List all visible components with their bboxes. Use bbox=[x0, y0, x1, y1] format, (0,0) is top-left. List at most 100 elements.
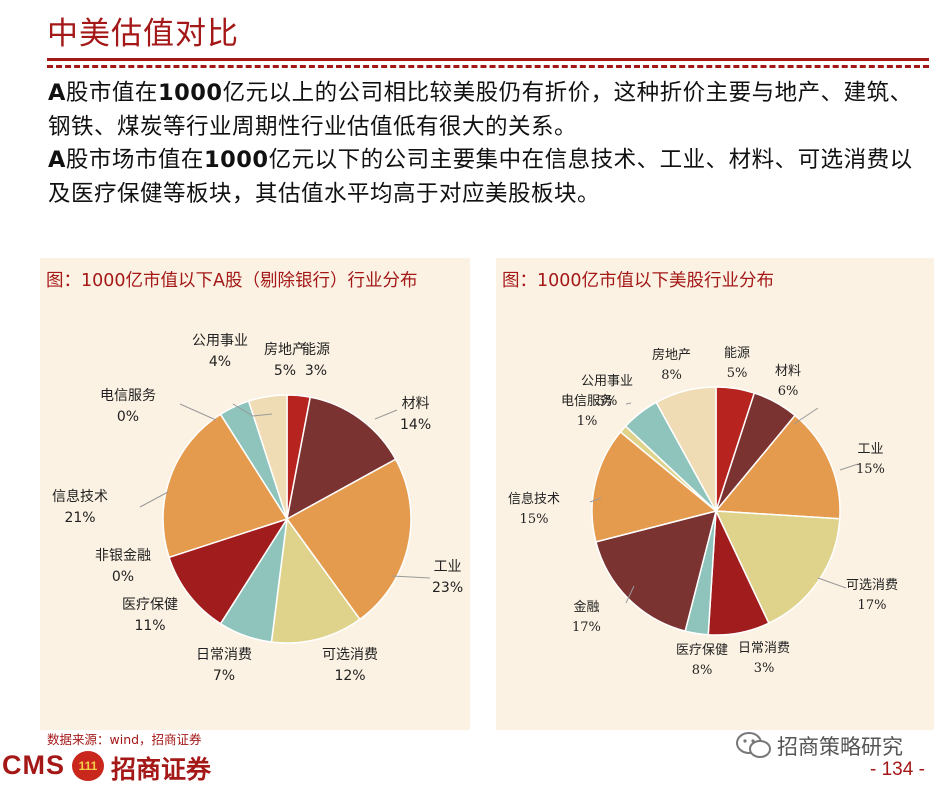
pie2-val-telecom: 1% bbox=[576, 414, 598, 429]
pie2-label-utilities: 公用事业 5% bbox=[581, 372, 633, 412]
pie2-slice-2 bbox=[714, 414, 841, 520]
pie2-label-it: 信息技术 15% bbox=[508, 490, 560, 530]
pie2-label-industrials: 工业 15% bbox=[856, 440, 885, 480]
pie2-cat-discretionary: 可选消费 bbox=[846, 578, 899, 593]
pie-chart-a-share bbox=[139, 394, 431, 644]
pie1-cat-industrials: 工业 bbox=[433, 559, 462, 575]
pie2-leader-line bbox=[817, 577, 847, 589]
pie1-label-materials: 材料 14% bbox=[400, 394, 431, 436]
pie1-cat-it: 信息技术 bbox=[52, 489, 108, 505]
title-rule-dashed bbox=[47, 65, 929, 68]
pie1-label-realestate: 房地产 5% bbox=[264, 340, 306, 382]
pie1-cat-telecom: 电信服务 bbox=[100, 388, 156, 404]
pie2-val-discretionary: 17% bbox=[857, 598, 887, 613]
pie1-slice-1 bbox=[285, 396, 397, 521]
paragraph-1: A股市值在1000亿元以上的公司相比较美股仍有折价，这种折价主要与地产、建筑、钢… bbox=[48, 76, 928, 144]
pie2-label-telecom: 电信服务 1% bbox=[561, 392, 613, 432]
pie1-slice-7 bbox=[162, 413, 289, 559]
para1-text-b: 亿元以上的公司相比较美股仍有折价，这种折价主要与地产、建筑、钢铁、煤炭等行业周期… bbox=[48, 80, 913, 140]
para2-bold2: 1000 bbox=[203, 147, 269, 173]
para2-text-a: 股市场市值在 bbox=[65, 147, 204, 173]
pie2-label-realestate: 房地产 8% bbox=[652, 346, 691, 386]
pie2-cat-industrials: 工业 bbox=[857, 442, 884, 457]
pie2-cat-energy: 能源 bbox=[724, 346, 751, 361]
company-logo: CMS 111 招商证券 bbox=[0, 746, 250, 784]
pie2-leader-line bbox=[589, 497, 602, 503]
pie1-val-healthcare: 11% bbox=[134, 618, 166, 634]
pie2-cat-utilities: 公用事业 bbox=[581, 374, 634, 389]
pie1-label-telecom: 电信服务 0% bbox=[100, 386, 156, 428]
pie2-label-healthcare: 医疗保健 8% bbox=[676, 641, 728, 681]
pie1-cat-healthcare: 医疗保健 bbox=[122, 597, 178, 613]
pie2-val-staples: 3% bbox=[753, 661, 775, 676]
pie1-val-industrials: 23% bbox=[432, 580, 464, 596]
pie2-val-realestate: 8% bbox=[661, 368, 682, 383]
pie2-val-financials: 17% bbox=[572, 620, 601, 635]
pie1-label-discretionary: 可选消费 12% bbox=[322, 645, 378, 687]
pie2-cat-telecom: 电信服务 bbox=[561, 394, 614, 409]
para2-text-b: 亿元以下的公司主要集中在信息技术、工业、材料、可选消费以及医疗保健等板块，其估值… bbox=[48, 147, 913, 207]
pie2-cat-materials: 材料 bbox=[775, 364, 802, 379]
chart-title-a-share: 图：1000亿市值以下A股（剔除银行）行业分布 bbox=[46, 271, 418, 291]
logo-badge-icon: 111 bbox=[72, 751, 104, 781]
pie2-val-energy: 5% bbox=[726, 366, 748, 381]
wechat-watermark: 招商策略研究 bbox=[735, 729, 935, 761]
pie1-slice-10 bbox=[247, 394, 288, 520]
pie1-val-energy: 3% bbox=[304, 363, 328, 379]
pie1-cat-energy: 能源 bbox=[302, 342, 330, 358]
pie1-slice-5 bbox=[168, 517, 289, 625]
chart-panel-us: 图：1000亿市值以下美股行业分布 房地产 8% 能源 5% 材料 6% 公用事业 5%… bbox=[496, 258, 934, 730]
pie2-leader-line bbox=[839, 463, 859, 471]
pie2-cat-financials: 金融 bbox=[573, 600, 600, 615]
pie1-cat-utilities: 公用事业 bbox=[192, 333, 248, 349]
pie2-val-it: 15% bbox=[519, 512, 549, 527]
pie1-val-telecom: 0% bbox=[116, 409, 140, 425]
para2-bold: A bbox=[48, 147, 66, 173]
pie2-cat-realestate: 房地产 bbox=[652, 348, 692, 363]
pie2-label-discretionary: 可选消费 17% bbox=[846, 576, 898, 616]
pie1-label-industrials: 工业 23% bbox=[432, 557, 463, 599]
pie2-leader-line bbox=[625, 585, 635, 604]
pie1-cat-nonbank: 非银金融 bbox=[95, 548, 151, 564]
pie-chart-us bbox=[589, 386, 859, 636]
pie2-cat-staples: 日常消费 bbox=[738, 641, 791, 656]
pie1-label-utilities: 公用事业 4% bbox=[192, 331, 248, 373]
pie1-val-utilities: 4% bbox=[208, 354, 232, 370]
page-title: 中美估值对比 bbox=[47, 16, 239, 52]
pie1-val-realestate: 5% bbox=[273, 363, 297, 379]
pie1-leader-line bbox=[139, 491, 169, 508]
pie2-slice-7 bbox=[591, 430, 718, 543]
pie2-leader-line bbox=[793, 407, 819, 425]
pie2-val-industrials: 15% bbox=[856, 462, 885, 477]
logo-cms-text: CMS bbox=[2, 750, 65, 780]
pie2-val-utilities: 5% bbox=[596, 394, 618, 409]
pie1-label-healthcare: 医疗保健 11% bbox=[122, 595, 178, 637]
pie1-val-discretionary: 12% bbox=[334, 668, 366, 684]
pie2-slice-10 bbox=[655, 386, 717, 512]
pie1-cat-materials: 材料 bbox=[401, 396, 430, 412]
pie2-slice-3 bbox=[714, 510, 841, 625]
para1-text-a: 股市值在 bbox=[65, 80, 158, 106]
para1-bold: A bbox=[48, 80, 66, 106]
pie1-label-staples: 日常消费 7% bbox=[196, 645, 252, 687]
para1-bold2: 1000 bbox=[157, 80, 223, 106]
pie1-label-energy: 能源 3% bbox=[302, 340, 330, 382]
pie2-label-energy: 能源 5% bbox=[724, 344, 750, 384]
pie2-leader-line bbox=[625, 402, 632, 405]
chart-title-us: 图：1000亿市值以下美股行业分布 bbox=[502, 271, 775, 291]
pie1-val-it: 21% bbox=[64, 510, 96, 526]
pie1-val-materials: 14% bbox=[400, 417, 432, 433]
pie2-cat-healthcare: 医疗保健 bbox=[676, 643, 729, 658]
pie1-val-nonbank: 0% bbox=[111, 569, 135, 585]
paragraph-2: A股市场市值在1000亿元以下的公司主要集中在信息技术、工业、材料、可选消费以及… bbox=[48, 143, 928, 211]
pie1-leader-line bbox=[179, 403, 217, 421]
logo-company-name: 招商证券 bbox=[111, 755, 212, 784]
pie1-cat-realestate: 房地产 bbox=[264, 342, 306, 358]
pie1-leader-line bbox=[391, 575, 431, 579]
title-rule bbox=[47, 58, 929, 61]
pie2-label-materials: 材料 6% bbox=[775, 362, 801, 402]
pie1-cat-discretionary: 可选消费 bbox=[322, 647, 378, 663]
pie1-slice-3 bbox=[270, 517, 361, 644]
pie2-label-financials: 金融 17% bbox=[572, 598, 601, 638]
pie1-label-it: 信息技术 21% bbox=[52, 487, 108, 529]
